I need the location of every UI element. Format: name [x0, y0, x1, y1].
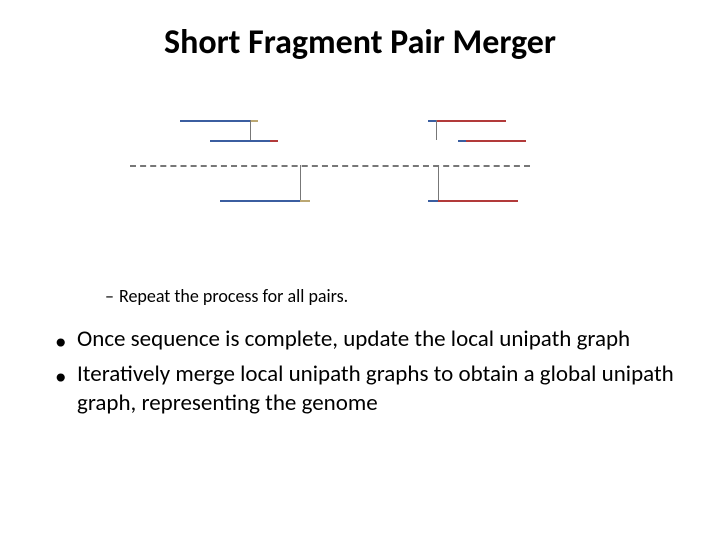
slide: Short Fragment Pair Merger – Repeat the …: [0, 0, 720, 540]
segment-bot-right-red: [438, 200, 518, 202]
main-bullet-1: • Iteratively merge local unipath graphs…: [55, 360, 685, 418]
bullet-block: – Repeat the process for all pairs. • On…: [55, 285, 685, 424]
segment-top-right-red: [436, 120, 506, 122]
bullet-dot-icon: •: [55, 325, 77, 354]
connector-conn-bot-right: [438, 165, 439, 200]
connector-conn-top-left: [250, 120, 251, 140]
segment-mid-left-blue: [210, 140, 270, 142]
segment-top-left-blue: [180, 120, 250, 122]
dash-icon: –: [105, 285, 119, 307]
segment-bot-right-blue: [428, 200, 438, 202]
merger-diagram: [130, 110, 530, 250]
segment-dashed-line: [130, 165, 530, 167]
sub-bullet-text: Repeat the process for all pairs.: [119, 285, 348, 307]
segment-bot-left-tan: [300, 200, 310, 202]
segment-mid-left-red: [270, 140, 278, 142]
segment-top-left-tan: [250, 120, 258, 122]
segment-mid-right-blue: [458, 140, 466, 142]
connector-conn-bot-left: [300, 165, 301, 200]
segment-bot-left-blue: [220, 200, 300, 202]
main-bullet-0-text: Once sequence is complete, update the lo…: [77, 325, 630, 354]
segment-mid-right-red: [466, 140, 526, 142]
main-bullet-1-text: Iteratively merge local unipath graphs t…: [77, 360, 685, 418]
connector-conn-top-right: [436, 120, 437, 140]
main-bullet-0: • Once sequence is complete, update the …: [55, 325, 685, 354]
bullet-dot-icon: •: [55, 360, 77, 389]
page-title: Short Fragment Pair Merger: [0, 22, 720, 63]
sub-bullet: – Repeat the process for all pairs.: [105, 285, 685, 307]
segment-top-right-blue: [428, 120, 436, 122]
